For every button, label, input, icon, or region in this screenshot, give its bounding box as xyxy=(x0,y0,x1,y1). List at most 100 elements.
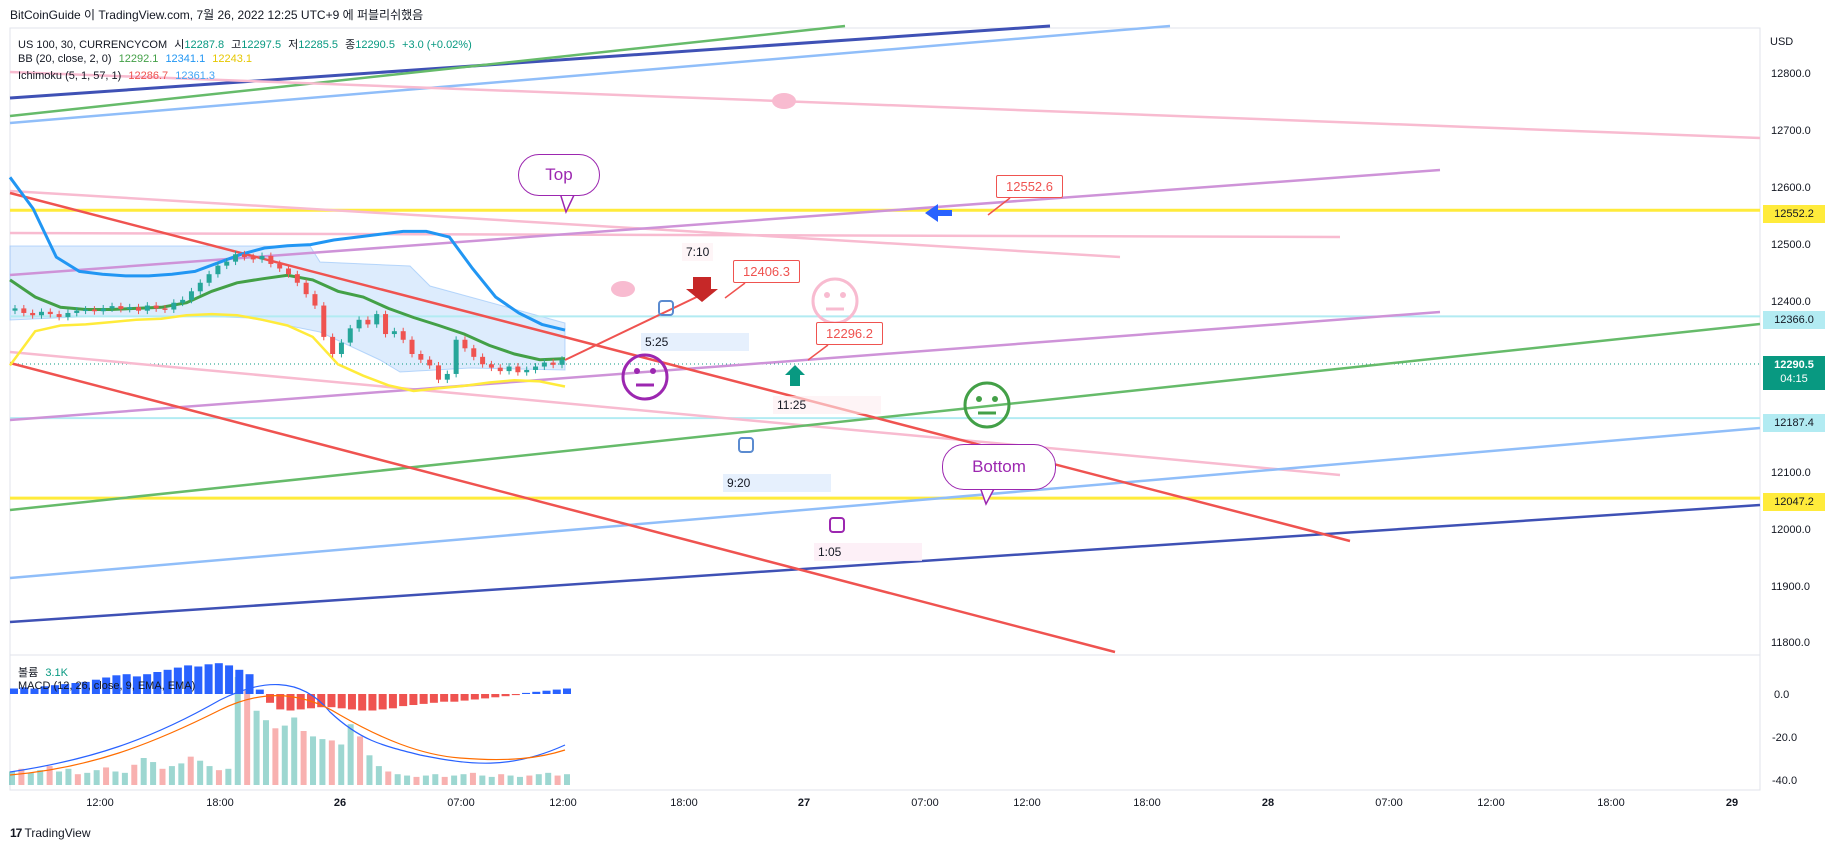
price-callout-mid[interactable]: 12406.3 xyxy=(733,260,800,283)
volume-legend[interactable]: 볼륨 3.1K xyxy=(18,664,72,680)
macd-hist-bar xyxy=(563,688,571,694)
candle-body xyxy=(180,299,186,303)
volume-label: 볼륨 xyxy=(18,667,39,679)
macd-hist-bar xyxy=(286,694,295,711)
candle-body xyxy=(74,310,80,313)
time-tick: 07:00 xyxy=(911,797,939,809)
trendline-blue-light-upper xyxy=(9,24,1171,125)
pointing-hand-icon xyxy=(829,517,845,533)
price-tick: 12700.0 xyxy=(1771,125,1811,137)
candle-body xyxy=(312,294,318,306)
volume-value: 3.1K xyxy=(45,667,68,679)
callout-leader xyxy=(807,344,829,361)
time-note-525[interactable]: 5:25 xyxy=(641,333,749,351)
callout-leader xyxy=(724,282,746,299)
projection-arrow-line xyxy=(564,292,706,361)
macd-hist-bar xyxy=(30,688,39,694)
volume-bar xyxy=(168,766,175,785)
close-label: 종 xyxy=(345,39,356,51)
candle-body xyxy=(374,314,380,325)
volume-bar xyxy=(65,768,72,785)
time-tick: 07:00 xyxy=(1375,797,1403,809)
top-speech-bubble[interactable]: Top xyxy=(518,154,600,196)
candle-body xyxy=(83,309,89,312)
level-tag-12366: 12366.0 xyxy=(1763,311,1825,329)
macd-signal-line xyxy=(9,695,566,776)
macd-hist-bar xyxy=(296,694,305,710)
time-note-710[interactable]: 7:10 xyxy=(682,243,714,261)
price-callout-high[interactable]: 12552.6 xyxy=(996,175,1063,198)
brand-footer[interactable]: 17 TradingView xyxy=(10,826,91,840)
bottom-speech-bubble[interactable]: Bottom xyxy=(942,444,1056,490)
macd-hist-bar xyxy=(163,669,172,694)
price-callout-low[interactable]: 12296.2 xyxy=(816,322,883,345)
macd-hist-bar xyxy=(368,694,377,711)
close-value: 12290.5 xyxy=(355,39,395,51)
macd-hist-bar xyxy=(470,694,479,700)
macd-hist-bar xyxy=(20,687,29,694)
candle-body xyxy=(136,307,142,311)
macd-hist-bar xyxy=(460,694,469,701)
time-tick: 29 xyxy=(1725,797,1739,809)
smiley-face-icon-eye xyxy=(840,292,846,298)
pointing-hand-icon xyxy=(738,437,754,453)
cat-icon xyxy=(772,93,796,109)
candle-body xyxy=(233,254,239,262)
volume-bar xyxy=(272,728,279,785)
volume-bar xyxy=(9,771,15,785)
macd-hist-bar xyxy=(255,689,264,694)
ichimoku-legend[interactable]: Ichimoku (5, 1, 57, 1) 12286.7 12361.3 xyxy=(18,70,219,82)
macd-legend[interactable]: MACD (12, 26, close, 9, EMA, EMA) xyxy=(18,680,199,692)
candle-body xyxy=(294,274,300,283)
macd-hist-bar xyxy=(450,694,459,702)
volume-bar xyxy=(93,770,100,785)
volume-bar xyxy=(121,772,128,785)
candle-body xyxy=(206,274,212,283)
time-note-920[interactable]: 9:20 xyxy=(723,474,831,492)
time-tick: 18:00 xyxy=(1133,797,1161,809)
time-note-1125[interactable]: 11:25 xyxy=(773,396,881,414)
candle-body xyxy=(47,311,53,315)
time-note-105[interactable]: 1:05 xyxy=(814,543,922,561)
volume-bar xyxy=(488,776,495,785)
volume-bar xyxy=(215,770,222,785)
neutral-face-icon xyxy=(621,353,669,401)
volume-bar xyxy=(253,710,260,785)
bb-upper-line xyxy=(8,176,566,332)
macd-hist-bar xyxy=(419,694,428,704)
cat-icon xyxy=(611,281,635,297)
up-arrow-icon xyxy=(785,365,805,386)
change-value: +3.0 (+0.02%) xyxy=(402,39,472,51)
candle-body xyxy=(330,336,336,354)
trendline-green-lower xyxy=(9,322,1761,512)
price-tick: 12000.0 xyxy=(1771,524,1811,536)
macd-hist-bar xyxy=(266,694,275,703)
volume-bar xyxy=(244,690,251,785)
candle-body xyxy=(418,354,424,360)
symbol-legend: US 100, 30, CURRENCYCOM 시12287.8 고12297.… xyxy=(18,36,476,52)
macd-hist-bar xyxy=(409,694,418,705)
candle-body xyxy=(277,263,283,269)
candle-body xyxy=(427,359,433,366)
bb-upper-value: 12341.1 xyxy=(165,53,206,65)
price-tick: 12800.0 xyxy=(1771,68,1811,80)
left-arrow-icon xyxy=(925,204,952,222)
candle-body xyxy=(321,305,327,337)
macd-hist-bar xyxy=(235,669,244,694)
macd-hist-bar xyxy=(542,690,551,694)
candle-body xyxy=(559,359,565,365)
candle-body xyxy=(12,308,18,311)
volume-bar xyxy=(413,776,420,785)
candle-body xyxy=(109,306,115,309)
volume-bar xyxy=(178,763,185,785)
countdown-value: 04:15 xyxy=(1780,373,1808,385)
time-tick: 12:00 xyxy=(1477,797,1505,809)
macd-hist-bar xyxy=(173,667,182,694)
down-arrow-icon xyxy=(686,277,718,302)
brand-name: TradingView xyxy=(24,826,91,840)
time-tick: 18:00 xyxy=(206,797,234,809)
macd-hist-bar xyxy=(143,674,152,694)
bb-legend[interactable]: BB (20, close, 2, 0) 12292.1 12341.1 122… xyxy=(18,53,256,65)
candle-body xyxy=(409,339,415,354)
